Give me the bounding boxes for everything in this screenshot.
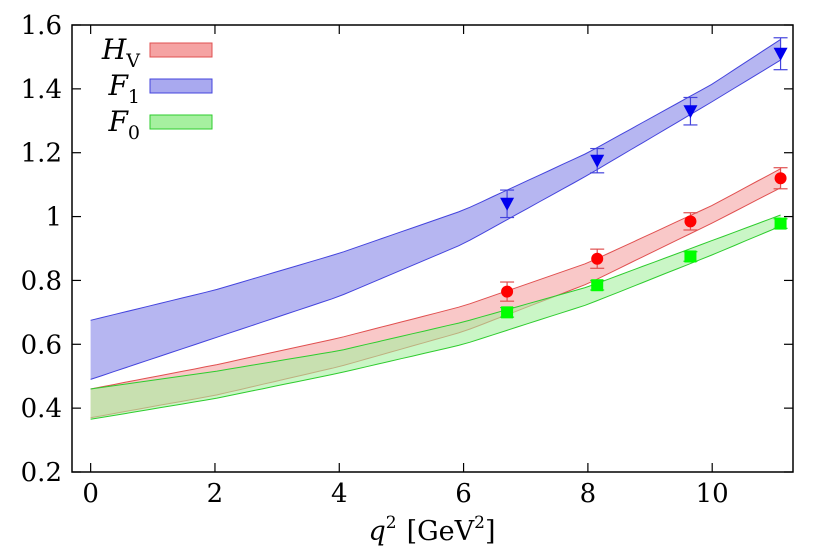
point-F0-0 — [501, 306, 514, 319]
point-F0-3 — [774, 217, 787, 230]
point-F0-2 — [684, 250, 697, 263]
point-F1-1 — [590, 154, 605, 168]
legend-swatch-F0 — [149, 114, 213, 130]
legend-label-F1: F1 — [107, 69, 140, 108]
y-tick-label-3: 0.8 — [21, 266, 62, 296]
point-F1-3 — [773, 47, 788, 61]
plot-frame — [71, 24, 794, 473]
band-F1 — [90, 39, 781, 380]
point-HV-0 — [501, 285, 514, 298]
y-tick-label-4: 1 — [45, 203, 62, 233]
point-F1-2 — [683, 105, 698, 119]
x-tick-label-4: 4 — [331, 479, 348, 509]
x-tick-label-8: 8 — [580, 479, 597, 509]
legend-label-F0: F0 — [107, 105, 140, 144]
band-HV — [90, 168, 781, 418]
band-F0-upper-edge — [90, 214, 781, 390]
x-tick-label-2: 2 — [207, 479, 224, 509]
band-F0-lower-edge — [90, 225, 781, 420]
band-HV-upper-edge — [90, 168, 781, 390]
y-tick-label-2: 0.6 — [21, 330, 62, 360]
band-F0 — [90, 215, 781, 420]
legend-swatch-HV — [149, 42, 213, 58]
band-F1-lower-edge — [90, 59, 781, 380]
band-layer — [90, 38, 781, 420]
tick-layer: 0 2 4 6 8 10 0.2 0.4 0.6 0.8 1 1.2 1.4 1.6 — [21, 11, 793, 509]
x-tick-label-0: 0 — [82, 479, 99, 509]
x-axis-label: q2 [GeV2] — [368, 513, 495, 547]
point-HV-1 — [591, 252, 604, 265]
y-tick-label-6: 1.4 — [21, 75, 62, 105]
x-tick-label-6: 6 — [455, 479, 472, 509]
band-F1-upper-edge — [90, 38, 781, 321]
point-HV-2 — [684, 215, 697, 228]
point-F1-0 — [500, 197, 515, 211]
y-tick-label-1: 0.4 — [21, 394, 62, 424]
x-tick-label-10: 10 — [696, 479, 729, 509]
legend-label-HV: HV — [101, 33, 140, 72]
legend-swatch-F1 — [149, 78, 213, 94]
point-HV-3 — [774, 172, 787, 185]
y-tick-label-0: 0.2 — [21, 458, 62, 488]
y-tick-label-7: 1.6 — [21, 11, 62, 41]
point-F0-1 — [591, 279, 604, 292]
marker-layer — [500, 37, 788, 319]
y-tick-label-5: 1.2 — [21, 139, 62, 169]
